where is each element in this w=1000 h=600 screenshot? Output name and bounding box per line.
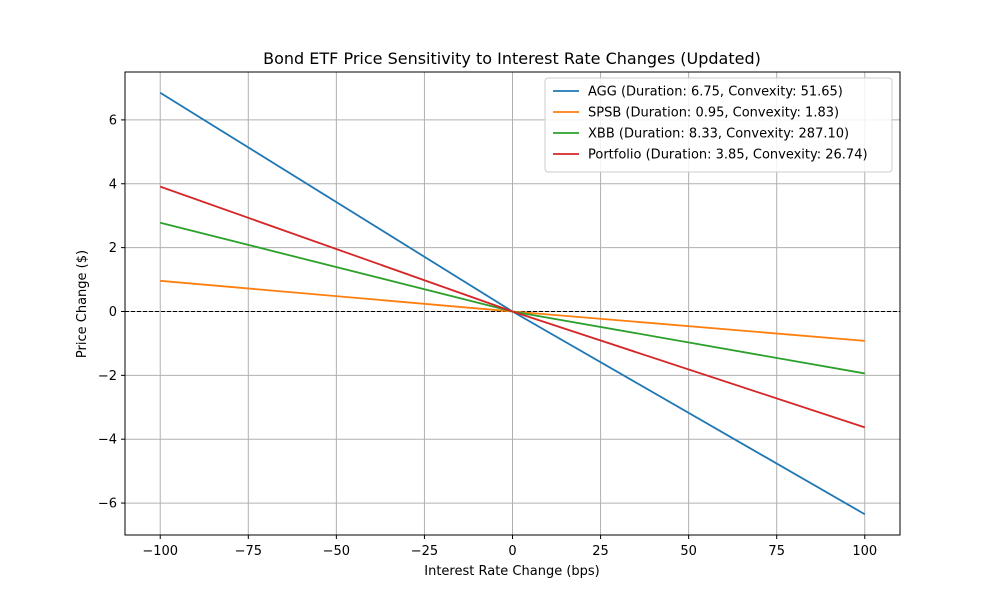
- y-axis-label: Price Change ($): [75, 250, 90, 358]
- y-tick-label: −4: [98, 433, 117, 448]
- legend-box: [544, 77, 893, 173]
- legend-entry-label: AGG (Duration: 6.75, Convexity: 51.65): [588, 85, 843, 100]
- series-line: [159, 185, 866, 429]
- y-tick-label: 0: [109, 305, 117, 320]
- y-tick-label: −6: [98, 497, 117, 512]
- y-tick-label: −2: [98, 369, 117, 384]
- legend: AGG (Duration: 6.75, Convexity: 51.65) SP…: [544, 77, 893, 173]
- y-tick-label: 6: [109, 113, 117, 128]
- x-tick-label: −100: [142, 544, 178, 559]
- chart-title: Bond ETF Price Sensitivity to Interest R…: [263, 49, 761, 68]
- x-tick-label: 0: [508, 544, 516, 559]
- legend-entry-label: SPSB (Duration: 0.95, Convexity: 1.83): [588, 106, 839, 121]
- axis-ticks: −100 −75 −50 −25 0 25 50 75 100 −6 −4 −2 0 2 4 6: [98, 113, 877, 559]
- x-tick-label: 100: [852, 544, 877, 559]
- y-tick-label: 2: [109, 241, 117, 256]
- x-axis-label: Interest Rate Change (bps): [424, 564, 600, 579]
- series-lines: [159, 91, 866, 516]
- x-tick-label: 25: [592, 544, 609, 559]
- x-tick-label: 75: [768, 544, 785, 559]
- x-tick-label: 50: [680, 544, 697, 559]
- x-tick-label: −25: [411, 544, 438, 559]
- legend-entry-label: XBB (Duration: 8.33, Convexity: 287.10): [588, 127, 849, 142]
- x-tick-label: −75: [235, 544, 262, 559]
- legend-entry-label: Portfolio (Duration: 3.85, Convexity: 26…: [588, 148, 868, 163]
- y-tick-label: 4: [109, 177, 117, 192]
- x-tick-label: −50: [323, 544, 350, 559]
